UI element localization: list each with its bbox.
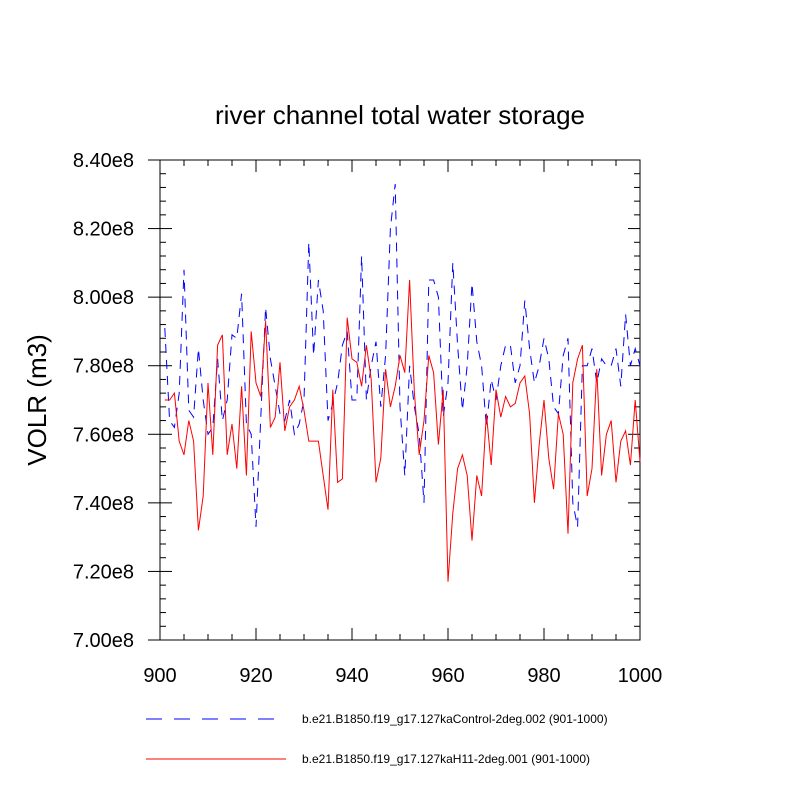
y-axis-label: VOLR (m3) [22, 334, 52, 465]
x-tick-label: 940 [335, 665, 368, 687]
x-axis: 900 920 940 960 980 1000 [143, 160, 662, 687]
y-tick-label: 7.60e8 [73, 424, 134, 446]
y-tick-label: 7.20e8 [73, 561, 134, 583]
x-tick-label: 980 [527, 665, 560, 687]
y-tick-label: 8.00e8 [73, 287, 134, 309]
x-tick-label: 1000 [618, 665, 663, 687]
y-tick-label: 7.80e8 [73, 356, 134, 378]
y-tick-label: 8.40e8 [73, 150, 134, 172]
x-tick-label: 900 [143, 665, 176, 687]
plot-frame [159, 159, 641, 641]
x-tick-label: 920 [239, 665, 272, 687]
legend-label-2: b.e21.B1850.f19_g17.127kaH11-2deg.001 (9… [302, 752, 590, 766]
chart-title: river channel total water storage [215, 100, 585, 130]
y-tick-label: 8.20e8 [73, 219, 134, 241]
legend-label-1: b.e21.B1850.f19_g17.127kaControl-2deg.00… [302, 712, 608, 726]
x-tick-label: 960 [431, 665, 464, 687]
series-line-2 [164, 279, 641, 582]
y-tick-label: 7.00e8 [73, 630, 134, 652]
series-layer [164, 183, 641, 582]
series-line-1 [164, 183, 641, 527]
y-tick-label: 7.40e8 [73, 493, 134, 515]
legend: b.e21.B1850.f19_g17.127kaControl-2deg.00… [146, 712, 608, 766]
y-axis: 7.00e8 7.20e8 7.40e8 7.60e8 7.80e8 8.00e8 8.20… [73, 150, 640, 652]
